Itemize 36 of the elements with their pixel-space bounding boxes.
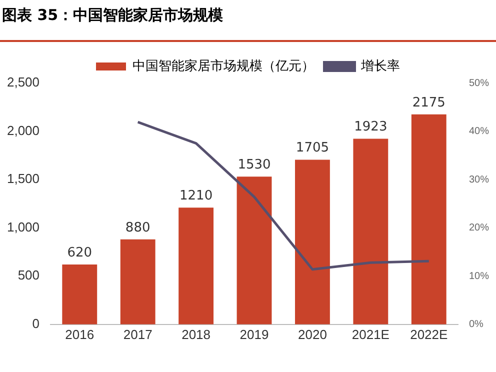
- data-label: 2175: [412, 95, 446, 110]
- y-tick-label: 0: [32, 316, 40, 331]
- x-tick-label: 2017: [123, 326, 152, 342]
- y-tick-label: 500: [18, 268, 40, 283]
- bar: [295, 160, 330, 324]
- data-label: 1530: [238, 158, 271, 173]
- y2-tick-label: 20%: [468, 222, 490, 234]
- y-tick-label: 1,000: [6, 219, 40, 234]
- x-tick-label: 2021E: [352, 326, 390, 342]
- bar: [178, 208, 214, 324]
- x-tick-label: 2022E: [410, 326, 448, 342]
- legend-label: 中国智能家居市场规模（亿元）: [132, 58, 314, 74]
- data-label: 880: [125, 220, 150, 236]
- x-tick-label: 2016: [65, 326, 94, 342]
- data-label: 1705: [296, 140, 330, 156]
- y-tick-label: 1,500: [6, 171, 40, 186]
- x-tick-label: 2020: [298, 326, 327, 342]
- y2-tick-label: 30%: [468, 174, 490, 186]
- bar: [120, 239, 156, 324]
- y2-tick-label: 50%: [468, 78, 490, 89]
- y-tick-label: 2,000: [6, 122, 40, 138]
- legend-label: 增长率: [360, 58, 400, 74]
- bar: [353, 138, 388, 324]
- x-tick-label: 2018: [182, 326, 211, 342]
- y2-tick-label: 0%: [468, 319, 484, 330]
- chart-title: 图表 35：中国智能家居市场规模: [2, 6, 224, 25]
- bar: [411, 114, 446, 324]
- x-tick-label: 2019: [240, 326, 269, 342]
- data-label: 1923: [354, 120, 388, 135]
- y2-tick-label: 10%: [468, 270, 490, 282]
- data-label: 620: [67, 245, 92, 260]
- y-tick-label: 2,500: [6, 74, 40, 90]
- bar: [236, 176, 272, 324]
- y2-tick-label: 40%: [468, 126, 490, 138]
- bar: [62, 264, 98, 324]
- data-label: 1210: [180, 188, 213, 204]
